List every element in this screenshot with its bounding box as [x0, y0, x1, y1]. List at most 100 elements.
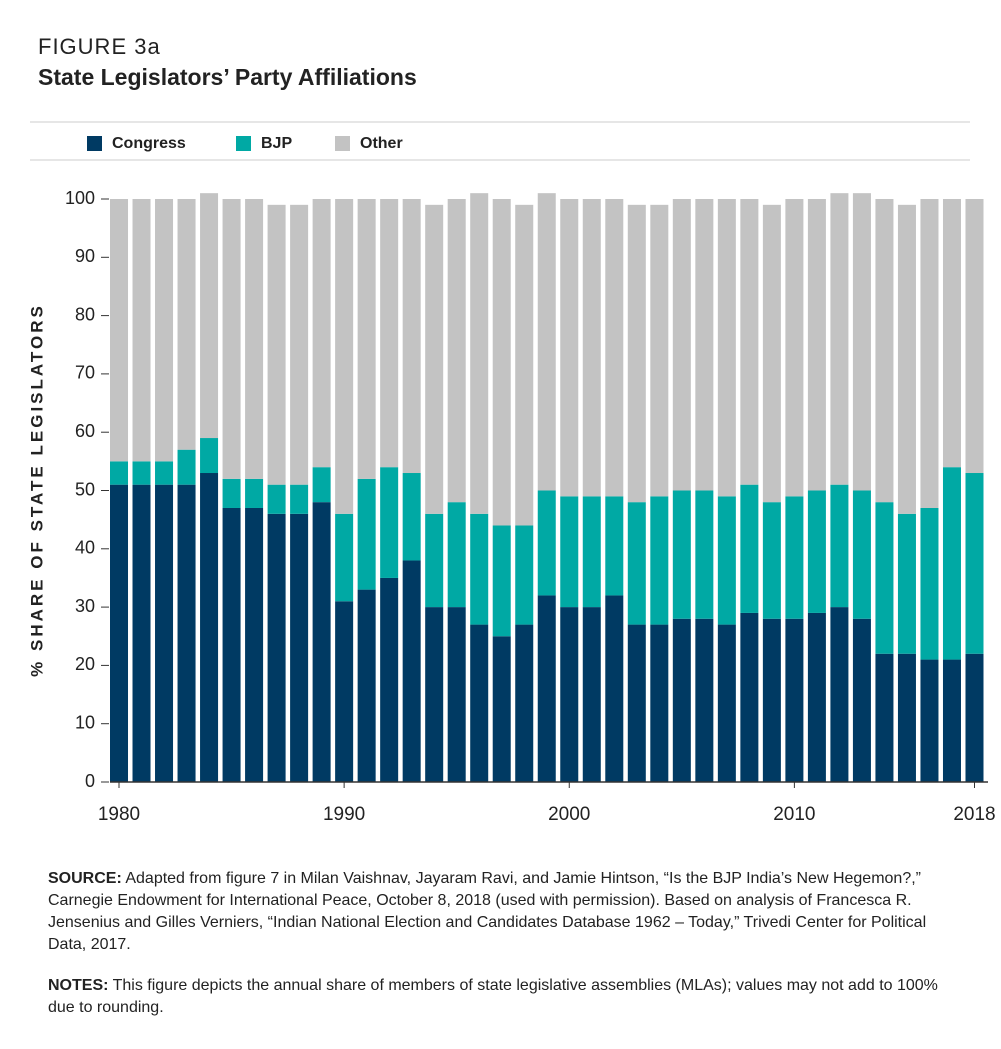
bar-segment — [650, 204, 669, 497]
y-tick-label: 60 — [75, 421, 95, 441]
bar-segment — [357, 589, 376, 782]
x-tick-label: 1990 — [323, 804, 365, 825]
bar-segment — [380, 467, 399, 578]
chart-title: State Legislators’ Party Affiliations — [38, 64, 417, 90]
bar-segment — [447, 502, 466, 608]
y-tick-label: 80 — [75, 304, 95, 324]
bar-segment — [897, 204, 916, 514]
bar-segment — [785, 199, 804, 497]
bar-segment — [627, 624, 646, 782]
bar-segment — [717, 624, 736, 782]
bar-segment — [605, 496, 624, 596]
bar-segment — [920, 199, 939, 508]
bar-segment — [245, 199, 264, 479]
bar-segment — [290, 513, 309, 782]
bar-segment — [762, 204, 781, 503]
bar-segment — [110, 199, 129, 462]
bar-segment — [245, 507, 264, 782]
bar-segment — [110, 484, 129, 782]
bar-segment — [290, 484, 309, 514]
bar-segment — [155, 199, 174, 462]
bar-segment — [312, 467, 331, 503]
bar-segment — [627, 204, 646, 503]
bar-segment — [920, 507, 939, 660]
bar-segment — [807, 612, 826, 782]
bar-segment — [965, 473, 984, 654]
bar-segment — [515, 624, 534, 782]
bar-segment — [740, 199, 759, 485]
bar-segment — [717, 199, 736, 497]
bar-segment — [267, 204, 286, 485]
bar-segment — [650, 496, 669, 625]
bar-segment — [470, 193, 489, 514]
bar-segment — [402, 199, 421, 474]
bar-segment — [672, 490, 691, 619]
bar-segment — [380, 577, 399, 782]
bar-segment — [875, 502, 894, 654]
bar-segment — [965, 199, 984, 474]
bar-segment — [627, 502, 646, 625]
bar-segment — [132, 199, 151, 462]
bar-segment — [470, 513, 489, 625]
bar-segment — [380, 199, 399, 468]
bar-segment — [537, 193, 556, 491]
bar-segment — [425, 204, 444, 514]
bar-segment — [942, 659, 961, 782]
bar-segment — [605, 595, 624, 782]
bar-segment — [762, 618, 781, 782]
bar-segment — [740, 484, 759, 613]
source: SOURCE: Adapted from figure 7 in Milan V… — [48, 868, 968, 956]
legend-swatch — [236, 136, 251, 151]
bar-segment — [582, 199, 601, 497]
legend-label: Congress — [112, 135, 186, 152]
chart: FIGURE 3a State Legislators’ Party Affil… — [27, 34, 995, 825]
bar-segment — [492, 525, 511, 637]
y-tick-label: 30 — [75, 596, 95, 616]
bar-segment — [672, 199, 691, 491]
bar-segment — [200, 473, 219, 782]
bar-segment — [650, 624, 669, 782]
bar-segment — [852, 490, 871, 619]
bar-segment — [515, 525, 534, 625]
bar-segment — [447, 199, 466, 503]
notes-label: NOTES: — [48, 977, 109, 994]
bar-segment — [830, 193, 849, 485]
y-tick-label: 0 — [85, 771, 95, 791]
x-tick-label: 2010 — [773, 804, 815, 825]
bar-segment — [492, 636, 511, 782]
notes-text: This figure depicts the annual share of … — [48, 977, 938, 1016]
bar-segment — [942, 199, 961, 468]
bar-segment — [560, 496, 579, 608]
bar-segment — [965, 653, 984, 782]
bar-segment — [402, 473, 421, 561]
bar-segment — [312, 502, 331, 782]
bar-segment — [785, 496, 804, 619]
bar-segment — [492, 199, 511, 526]
bar-segment — [290, 204, 309, 485]
bar-segment — [335, 601, 354, 782]
bar-segment — [177, 199, 196, 450]
x-tick-label: 2018 — [953, 804, 995, 825]
bar-segment — [807, 199, 826, 491]
bar-segment — [560, 607, 579, 782]
bar-segment — [425, 607, 444, 782]
bar-segment — [155, 461, 174, 485]
bar-segment — [582, 496, 601, 608]
source-label: SOURCE: — [48, 870, 122, 887]
bar-segment — [245, 478, 264, 508]
bar-segment — [267, 484, 286, 514]
bar-segment — [830, 484, 849, 608]
bar-segment — [920, 659, 939, 782]
bar-segment — [222, 199, 241, 479]
bar-segment — [132, 461, 151, 485]
bar-segment — [672, 618, 691, 782]
bar-segment — [762, 502, 781, 619]
bar-segment — [582, 607, 601, 782]
bar-segment — [132, 484, 151, 782]
bar-segment — [200, 193, 219, 439]
bar-segment — [740, 612, 759, 782]
bar-segment — [402, 560, 421, 782]
bar-segment — [852, 618, 871, 782]
legend-swatch — [87, 136, 102, 151]
bar-segment — [335, 199, 354, 514]
